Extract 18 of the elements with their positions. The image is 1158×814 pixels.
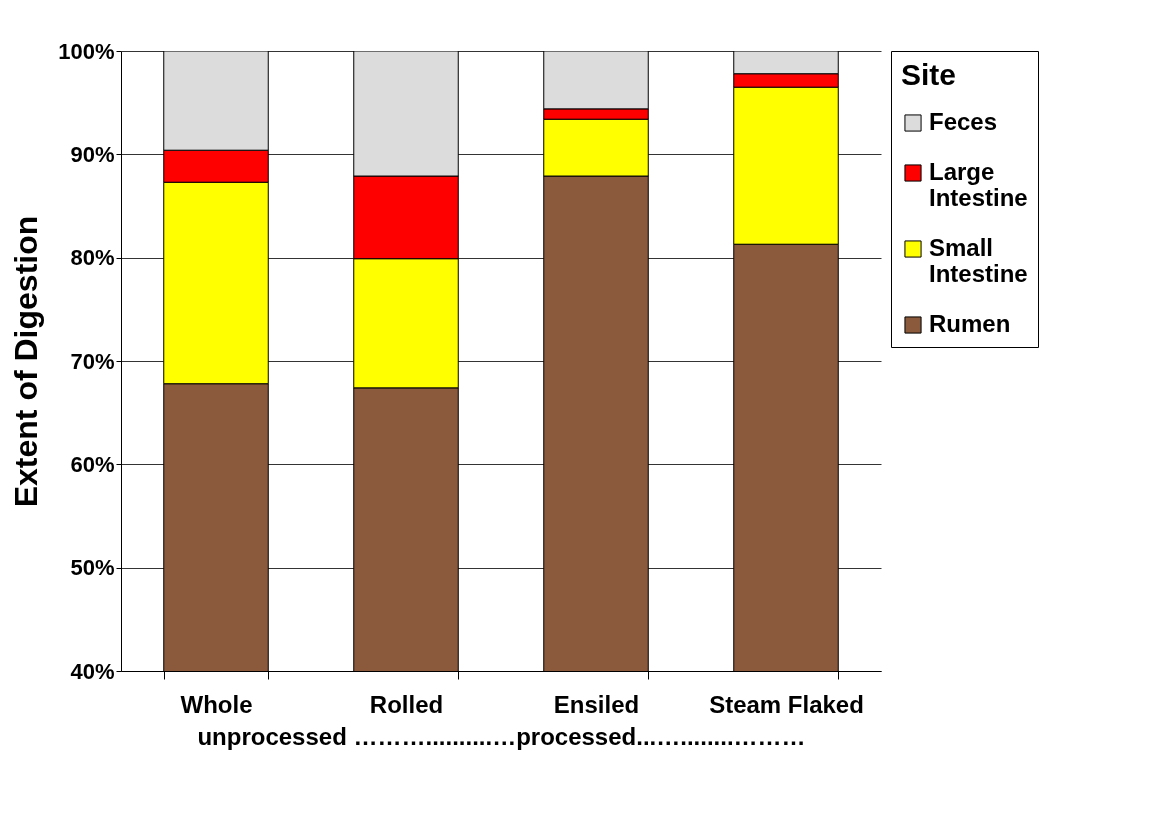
legend-label: Large Intestine [929, 158, 1028, 211]
x-tick-label: Whole [180, 690, 253, 718]
y-axis-title: Extent of Digestion [8, 215, 45, 508]
y-tick-label: 80% [70, 245, 115, 271]
y-tick-label: 100% [58, 38, 115, 64]
legend-label: Rumen [929, 310, 1011, 337]
y-tick-label: 70% [70, 348, 115, 374]
text: unprocessed ………..........…processed...…........……… [197, 722, 806, 750]
legend-title: Site [901, 58, 957, 91]
legend-label: Feces [929, 108, 998, 135]
y-tick-label: 60% [70, 451, 115, 477]
legend-label: Small Intestine [929, 234, 1028, 287]
x-tick-label: Ensiled [553, 690, 640, 718]
x-tick-label: Rolled [369, 690, 444, 718]
y-tick-label: 40% [70, 658, 115, 684]
x-tick-label: Steam Flaked [709, 690, 864, 718]
y-tick-label: 90% [70, 141, 115, 167]
y-tick-label: 50% [70, 555, 115, 581]
